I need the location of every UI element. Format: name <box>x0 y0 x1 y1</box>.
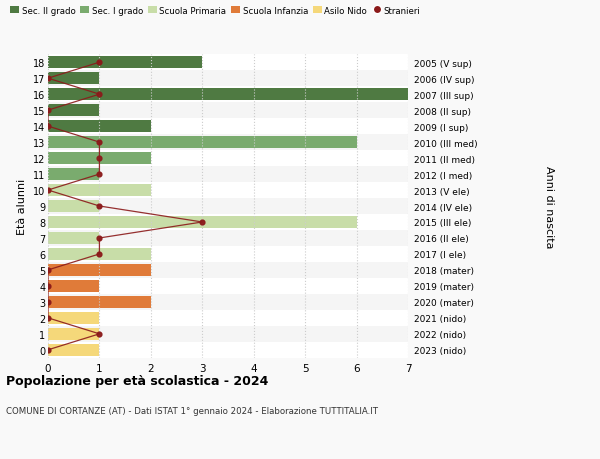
Point <box>95 59 104 67</box>
Point <box>95 171 104 179</box>
Point <box>43 298 53 306</box>
Point <box>43 283 53 290</box>
Bar <box>48 119 408 135</box>
Legend: Sec. II grado, Sec. I grado, Scuola Primaria, Scuola Infanzia, Asilo Nido, Stran: Sec. II grado, Sec. I grado, Scuola Prim… <box>10 6 420 16</box>
Bar <box>48 296 151 308</box>
Bar <box>48 89 408 101</box>
Point <box>95 235 104 242</box>
Point <box>43 314 53 322</box>
Point <box>43 75 53 83</box>
Bar <box>48 344 100 356</box>
Bar <box>48 263 408 278</box>
Bar <box>48 199 408 214</box>
Bar <box>48 183 408 199</box>
Point <box>43 267 53 274</box>
Bar <box>48 169 100 181</box>
Bar <box>48 280 100 292</box>
Bar <box>48 153 151 165</box>
Bar <box>48 201 100 213</box>
Bar <box>48 278 408 294</box>
Text: COMUNE DI CORTANZE (AT) - Dati ISTAT 1° gennaio 2024 - Elaborazione TUTTITALIA.I: COMUNE DI CORTANZE (AT) - Dati ISTAT 1° … <box>6 406 378 415</box>
Bar <box>48 57 202 69</box>
Bar <box>48 217 356 229</box>
Bar <box>48 310 408 326</box>
Bar <box>48 214 408 230</box>
Point <box>95 203 104 210</box>
Bar <box>48 342 408 358</box>
Point <box>43 123 53 130</box>
Bar <box>48 232 100 244</box>
Bar <box>48 87 408 103</box>
Point <box>95 155 104 162</box>
Bar <box>48 264 151 276</box>
Bar <box>48 71 408 87</box>
Bar <box>48 73 100 85</box>
Y-axis label: Età alunni: Età alunni <box>17 179 27 235</box>
Bar <box>48 105 100 117</box>
Bar <box>48 294 408 310</box>
Bar <box>48 103 408 119</box>
Point <box>95 91 104 99</box>
Bar <box>48 246 408 263</box>
Point <box>43 107 53 115</box>
Bar <box>48 137 356 149</box>
Bar <box>48 167 408 183</box>
Bar <box>48 121 151 133</box>
Bar <box>48 55 408 71</box>
Point <box>197 219 207 226</box>
Bar <box>48 135 408 151</box>
Text: Popolazione per età scolastica - 2024: Popolazione per età scolastica - 2024 <box>6 374 268 387</box>
Bar <box>48 326 408 342</box>
Bar <box>48 185 151 196</box>
Bar <box>48 248 151 260</box>
Bar <box>48 328 100 340</box>
Point <box>95 330 104 338</box>
Bar <box>48 230 408 246</box>
Bar <box>48 312 100 324</box>
Bar <box>48 151 408 167</box>
Point <box>95 139 104 146</box>
Point <box>43 347 53 354</box>
Y-axis label: Anni di nascita: Anni di nascita <box>544 165 554 248</box>
Point <box>43 187 53 194</box>
Point <box>95 251 104 258</box>
